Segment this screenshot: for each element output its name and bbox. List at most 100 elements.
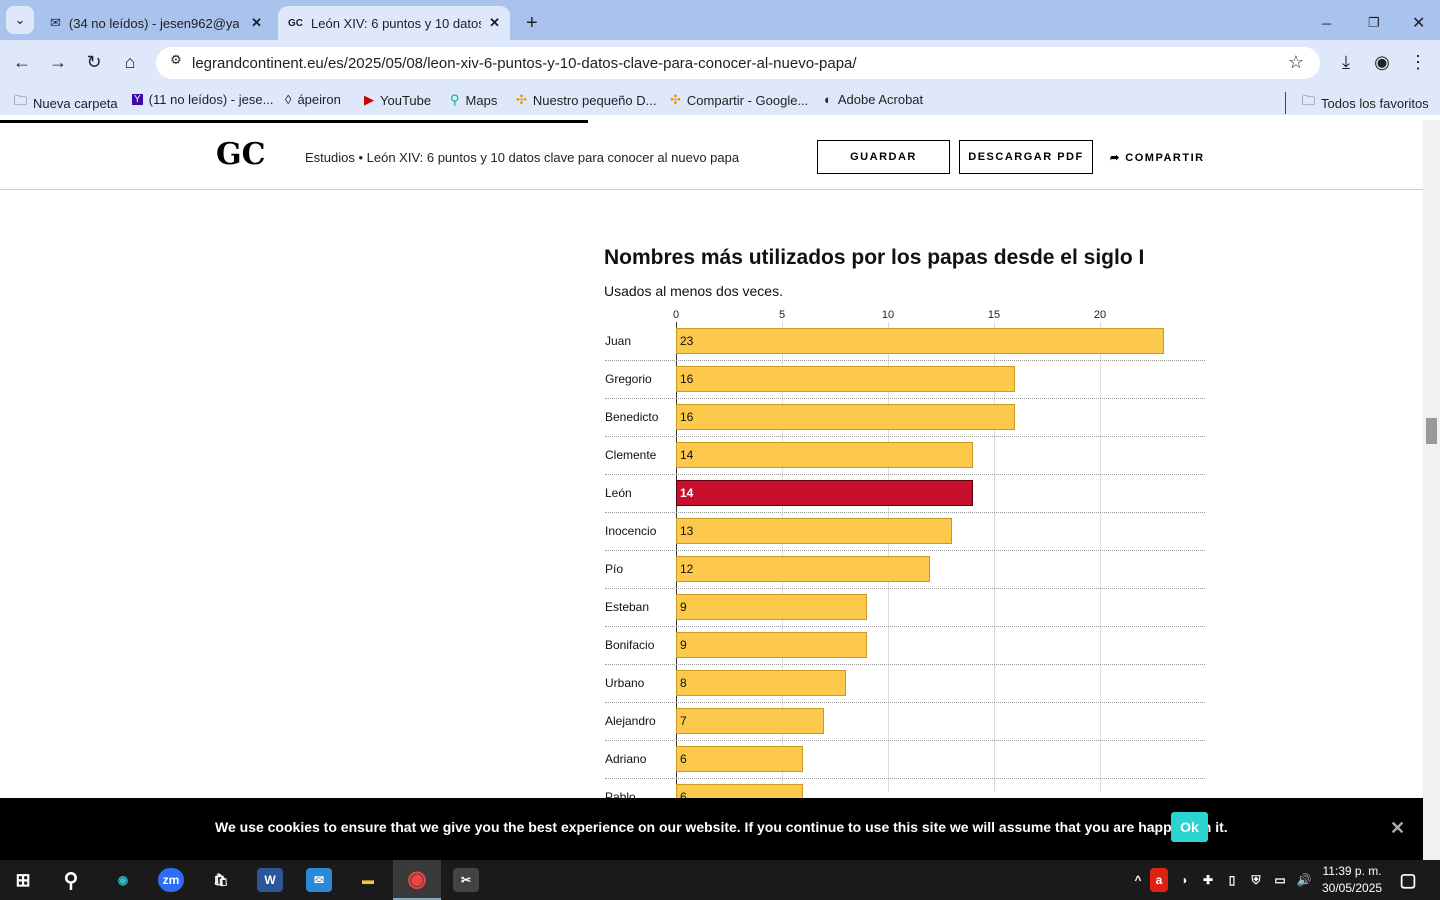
bookmark-item[interactable]: ▶ YouTube bbox=[364, 92, 432, 108]
site-header: GC Estudios • León XIV: 6 puntos y 10 da… bbox=[0, 123, 1423, 190]
tray-chevron-icon[interactable]: ^ bbox=[1134, 873, 1142, 887]
menu-icon[interactable]: ⋮ bbox=[1409, 52, 1427, 72]
maps-icon: ⚲ bbox=[450, 92, 460, 107]
bookmark-item[interactable]: ✣ Nuestro pequeño D... bbox=[516, 92, 657, 108]
cookie-ok-button[interactable]: Ok bbox=[1171, 812, 1208, 842]
tab-search-button[interactable]: ⌄ bbox=[6, 6, 34, 34]
row-separator bbox=[605, 588, 1205, 589]
volume-icon[interactable]: 🔊 bbox=[1296, 873, 1312, 887]
close-icon[interactable]: ✕ bbox=[1390, 818, 1406, 838]
reload-icon[interactable]: ↻ bbox=[86, 52, 102, 72]
chrome-icon[interactable]: ◉ bbox=[393, 860, 441, 900]
bookmark-star-icon[interactable]: ☆ bbox=[1287, 52, 1305, 72]
all-bookmarks[interactable]: 🗀 Todos los favoritos bbox=[1285, 92, 1429, 114]
mail-app-icon[interactable]: ✉ bbox=[306, 868, 332, 892]
forward-icon[interactable]: → bbox=[49, 52, 67, 72]
reading-progress bbox=[0, 120, 588, 123]
bookmark-item[interactable]: ⚲ Maps bbox=[450, 92, 498, 108]
bookmarks-bar: 🗀 Nueva carpeta Y (11 no leídos) - jese...… bbox=[0, 85, 1440, 115]
bookmark-item[interactable]: ◐ Adobe Acrobat bbox=[824, 92, 924, 107]
folder-icon: 🗀 bbox=[1302, 93, 1316, 108]
bar-juan: 23 bbox=[676, 328, 1164, 354]
save-button[interactable]: GUARDAR bbox=[817, 140, 950, 174]
scrollbar-thumb[interactable] bbox=[1426, 418, 1437, 444]
bar-esteban: 9 bbox=[676, 594, 867, 620]
pinwheel-icon: ✣ bbox=[670, 92, 681, 107]
security-icon[interactable]: ⛨ bbox=[1251, 872, 1261, 887]
chart-subtitle: Usados al menos dos veces. bbox=[604, 283, 783, 299]
download-icon[interactable]: ⤓ bbox=[1342, 52, 1350, 72]
close-icon[interactable]: ✕ bbox=[489, 15, 500, 30]
tray-app-icon[interactable]: ✚ bbox=[1202, 873, 1214, 887]
tray-network-icon[interactable]: ◗ bbox=[1181, 873, 1189, 887]
apeiron-icon: ◊ bbox=[285, 92, 292, 107]
close-icon[interactable]: ✕ bbox=[251, 15, 262, 30]
notifications-icon[interactable]: ▢ bbox=[1399, 869, 1417, 890]
tab-article[interactable]: GC León XIV: 6 puntos y 10 datos c ✕ bbox=[278, 6, 510, 40]
row-separator bbox=[605, 664, 1205, 665]
windows-start-icon[interactable]: ⊞ bbox=[15, 869, 31, 890]
category-label: Gregorio bbox=[605, 372, 652, 386]
clock[interactable]: 11:39 p. m. 30/05/2025 bbox=[1322, 864, 1383, 895]
category-label: Alejandro bbox=[605, 714, 656, 728]
address-bar[interactable]: legrandcontinent.eu/es/2025/05/08/leon-x… bbox=[156, 47, 1320, 79]
row-separator bbox=[605, 512, 1205, 513]
row-separator bbox=[605, 550, 1205, 551]
tray-app-icon[interactable]: a bbox=[1150, 868, 1168, 892]
row-separator bbox=[605, 474, 1205, 475]
category-label: Urbano bbox=[605, 676, 645, 690]
download-pdf-button[interactable]: DESCARGAR PDF bbox=[959, 140, 1093, 174]
minimize-button[interactable]: ─ bbox=[1322, 15, 1332, 31]
bar-león: 14 bbox=[676, 480, 973, 506]
usb-icon[interactable]: ▯ bbox=[1228, 873, 1236, 887]
tab-mail[interactable]: ✉ (34 no leídos) - jesen962@yahc ✕ bbox=[50, 15, 262, 31]
gridline bbox=[994, 322, 995, 792]
new-tab-button[interactable]: + bbox=[526, 11, 538, 34]
profile-avatar[interactable]: ◉ bbox=[1374, 52, 1390, 72]
pinwheel-icon: ✣ bbox=[516, 92, 527, 107]
category-label: Esteban bbox=[605, 600, 650, 614]
category-label: Juan bbox=[605, 334, 632, 348]
x-tick-label: 10 bbox=[881, 309, 895, 321]
bar-benedicto: 16 bbox=[676, 404, 1016, 430]
bar-adriano: 6 bbox=[676, 746, 804, 772]
acrobat-icon: ◐ bbox=[824, 92, 832, 107]
back-icon[interactable]: ← bbox=[13, 52, 31, 72]
file-explorer-icon[interactable]: ▬ bbox=[362, 873, 374, 887]
zoom-icon[interactable]: zm bbox=[158, 868, 184, 892]
mail-icon: ✉ bbox=[50, 15, 61, 30]
word-icon[interactable]: W bbox=[257, 868, 283, 892]
category-label: León bbox=[605, 486, 632, 500]
category-label: Inocencio bbox=[605, 524, 657, 538]
site-logo[interactable]: GC bbox=[216, 137, 266, 172]
close-window-button[interactable]: ✕ bbox=[1412, 15, 1426, 32]
search-icon[interactable]: ⚲ bbox=[63, 869, 79, 892]
bookmark-item[interactable]: Y (11 no leídos) - jese... bbox=[132, 92, 274, 107]
row-separator bbox=[605, 626, 1205, 627]
category-label: Benedicto bbox=[605, 410, 659, 424]
store-icon[interactable]: 🛍 bbox=[213, 873, 229, 887]
home-icon[interactable]: ⌂ bbox=[124, 52, 136, 72]
snip-icon[interactable]: ✂ bbox=[453, 868, 479, 892]
yahoo-icon: Y bbox=[132, 94, 143, 105]
bookmark-item[interactable]: ◊ ápeiron bbox=[285, 92, 341, 107]
cookie-text: We use cookies to ensure that we give yo… bbox=[215, 819, 1228, 835]
x-tick-label: 0 bbox=[672, 309, 680, 321]
bar-clemente: 14 bbox=[676, 442, 973, 468]
scrollbar[interactable] bbox=[1423, 120, 1440, 860]
share-button[interactable]: ➦ COMPARTIR bbox=[1110, 152, 1205, 164]
bookmark-item[interactable]: ✣ Compartir - Google... bbox=[670, 92, 809, 108]
breadcrumb: Estudios • León XIV: 6 puntos y 10 datos… bbox=[305, 150, 740, 165]
network-icon[interactable]: ▭ bbox=[1274, 873, 1286, 887]
site-settings-icon[interactable]: ⚙ bbox=[170, 52, 182, 67]
category-label: Pío bbox=[605, 562, 624, 576]
edge-icon[interactable]: ◉ bbox=[117, 873, 129, 887]
x-tick-label: 15 bbox=[987, 309, 1001, 321]
row-separator bbox=[605, 778, 1205, 779]
share-icon: ➦ bbox=[1110, 152, 1126, 164]
restore-button[interactable]: ❐ bbox=[1368, 15, 1380, 30]
bookmark-item[interactable]: 🗀 Nueva carpeta bbox=[14, 92, 118, 114]
bar-alejandro: 7 bbox=[676, 708, 825, 734]
category-label: Adriano bbox=[605, 752, 647, 766]
folder-icon: 🗀 bbox=[14, 93, 28, 108]
